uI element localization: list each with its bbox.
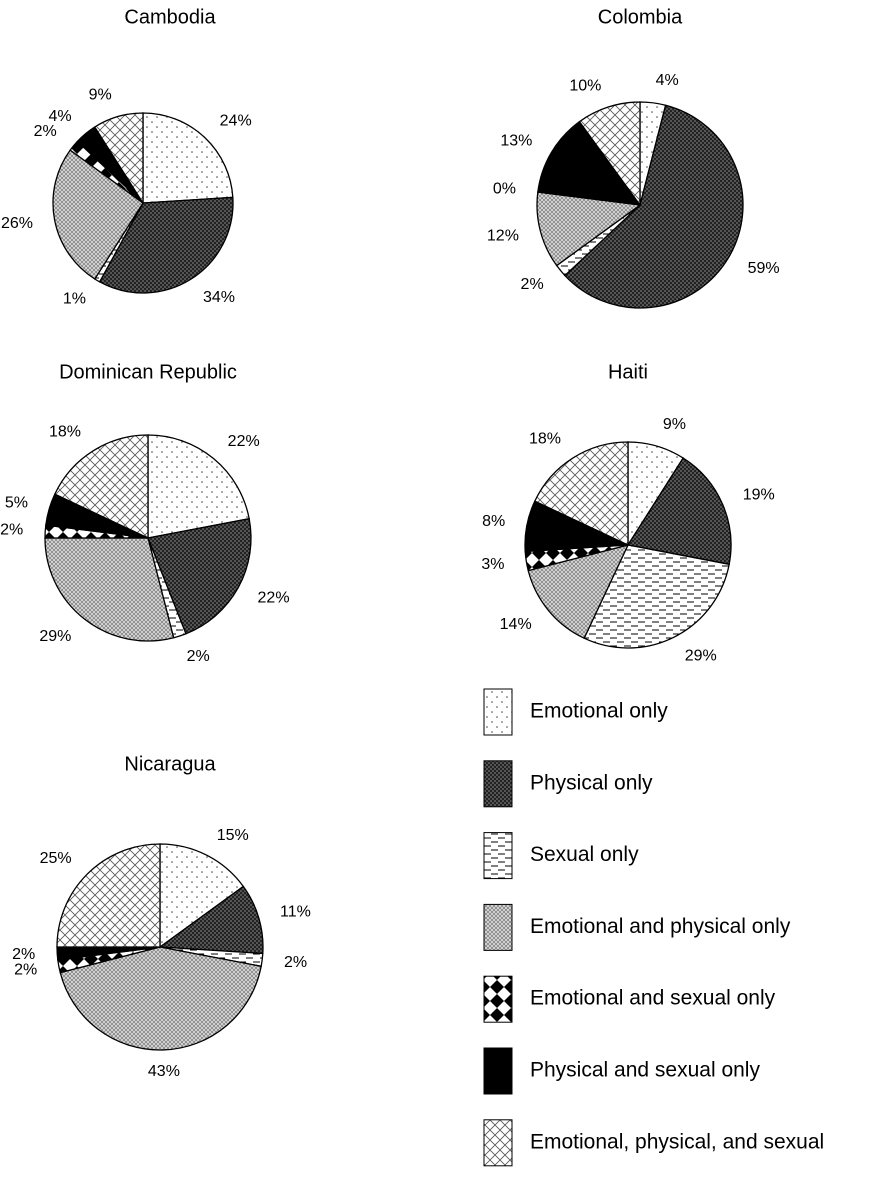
pie-slice — [52, 149, 144, 280]
slice-label: 19% — [743, 487, 775, 504]
slice-label: 4% — [656, 72, 679, 89]
pie-slice — [536, 191, 642, 267]
slice-label: 5% — [5, 494, 28, 511]
legend-label: Sexual only — [530, 843, 639, 866]
slice-label: 29% — [685, 648, 717, 665]
legend-swatch — [483, 832, 513, 880]
slice-label: 59% — [748, 260, 780, 277]
slice-label: 24% — [220, 113, 252, 130]
legend-label: Emotional and sexual only — [530, 987, 776, 1010]
legend-swatch — [483, 903, 513, 951]
slice-label: 15% — [217, 827, 249, 844]
pie-slice — [53, 434, 149, 540]
slice-label: 2% — [14, 962, 37, 979]
legend-swatch — [483, 760, 513, 808]
slice-label: 26% — [1, 215, 33, 232]
slice-label: 18% — [49, 424, 81, 441]
legend-swatch — [483, 1047, 513, 1095]
slice-label: 4% — [48, 108, 71, 125]
slice-label: 22% — [228, 433, 260, 450]
pie-slice — [56, 843, 161, 948]
slice-label: 1% — [63, 291, 86, 308]
pie-slice — [44, 537, 175, 642]
slice-label: 13% — [500, 133, 532, 150]
slice-label: 22% — [258, 589, 290, 606]
pie-slice — [626, 457, 732, 566]
legend-label: Physical only — [530, 771, 653, 794]
slice-label: 2% — [34, 123, 57, 140]
slice-label: 43% — [148, 1063, 180, 1080]
slice-label: 2% — [12, 946, 35, 963]
pie-slice — [158, 885, 264, 955]
pie-slice — [93, 112, 144, 206]
slice-label: 2% — [0, 521, 23, 538]
legend-label: Physical and sexual only — [530, 1059, 760, 1082]
pie-title: Colombia — [598, 6, 683, 28]
slice-label: 10% — [569, 77, 601, 94]
pie-slice — [59, 946, 262, 1051]
pie-title: Cambodia — [124, 6, 216, 28]
slice-label: 11% — [280, 903, 311, 920]
slice-label: 8% — [482, 513, 505, 530]
slice-label: 14% — [500, 616, 532, 633]
legend-swatch — [483, 688, 513, 736]
pie-slice — [142, 112, 234, 204]
slice-label: 2% — [521, 276, 544, 293]
pie-title: Haiti — [608, 361, 648, 383]
legend-label: Emotional only — [530, 700, 668, 723]
slice-label: 12% — [487, 227, 519, 244]
pie-slice — [159, 843, 245, 949]
pie-slice — [537, 120, 642, 206]
pie-slice — [563, 104, 744, 309]
slice-label: 2% — [187, 648, 210, 665]
slice-label: 0% — [493, 181, 516, 198]
pie-slice — [527, 544, 630, 640]
pie-slice — [533, 441, 629, 547]
slice-label: 25% — [40, 850, 72, 867]
slice-label: 29% — [39, 628, 71, 645]
pie-slice — [578, 101, 641, 208]
pie-slice — [147, 517, 252, 635]
pie-slice — [583, 544, 730, 649]
pie-slice — [147, 434, 250, 539]
pie-title: Nicaragua — [124, 753, 216, 775]
legend-label: Emotional, physical, and sexual — [530, 1130, 824, 1153]
slice-label: 9% — [89, 87, 112, 104]
slice-label: 2% — [284, 954, 307, 971]
legend-swatch — [483, 975, 513, 1023]
pie-title: Dominican Republic — [59, 361, 237, 383]
slice-label: 34% — [203, 289, 235, 306]
slice-label: 18% — [529, 431, 561, 448]
slice-label: 3% — [481, 556, 504, 573]
slice-label: 9% — [663, 416, 686, 433]
legend-label: Emotional and physical only — [530, 915, 791, 938]
legend-swatch — [483, 1119, 513, 1167]
